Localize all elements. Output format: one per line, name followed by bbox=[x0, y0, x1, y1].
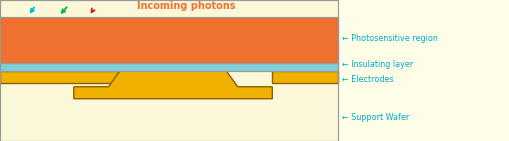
Bar bbox=[0, 0, 338, 141]
Bar bbox=[0, 17, 338, 63]
Bar bbox=[272, 71, 338, 82]
Text: Incoming photons: Incoming photons bbox=[136, 1, 235, 11]
Text: ← Support Wafer: ← Support Wafer bbox=[342, 113, 409, 122]
Bar bbox=[0, 71, 130, 82]
Bar bbox=[0, 17, 338, 63]
Text: ← Insulating layer: ← Insulating layer bbox=[342, 60, 413, 69]
Bar bbox=[0, 0, 338, 141]
Text: ← Electrodes: ← Electrodes bbox=[342, 74, 393, 83]
Bar bbox=[0, 63, 338, 71]
Text: ← Photosensitive region: ← Photosensitive region bbox=[342, 34, 438, 43]
Polygon shape bbox=[74, 71, 272, 99]
Bar bbox=[0, 63, 338, 71]
